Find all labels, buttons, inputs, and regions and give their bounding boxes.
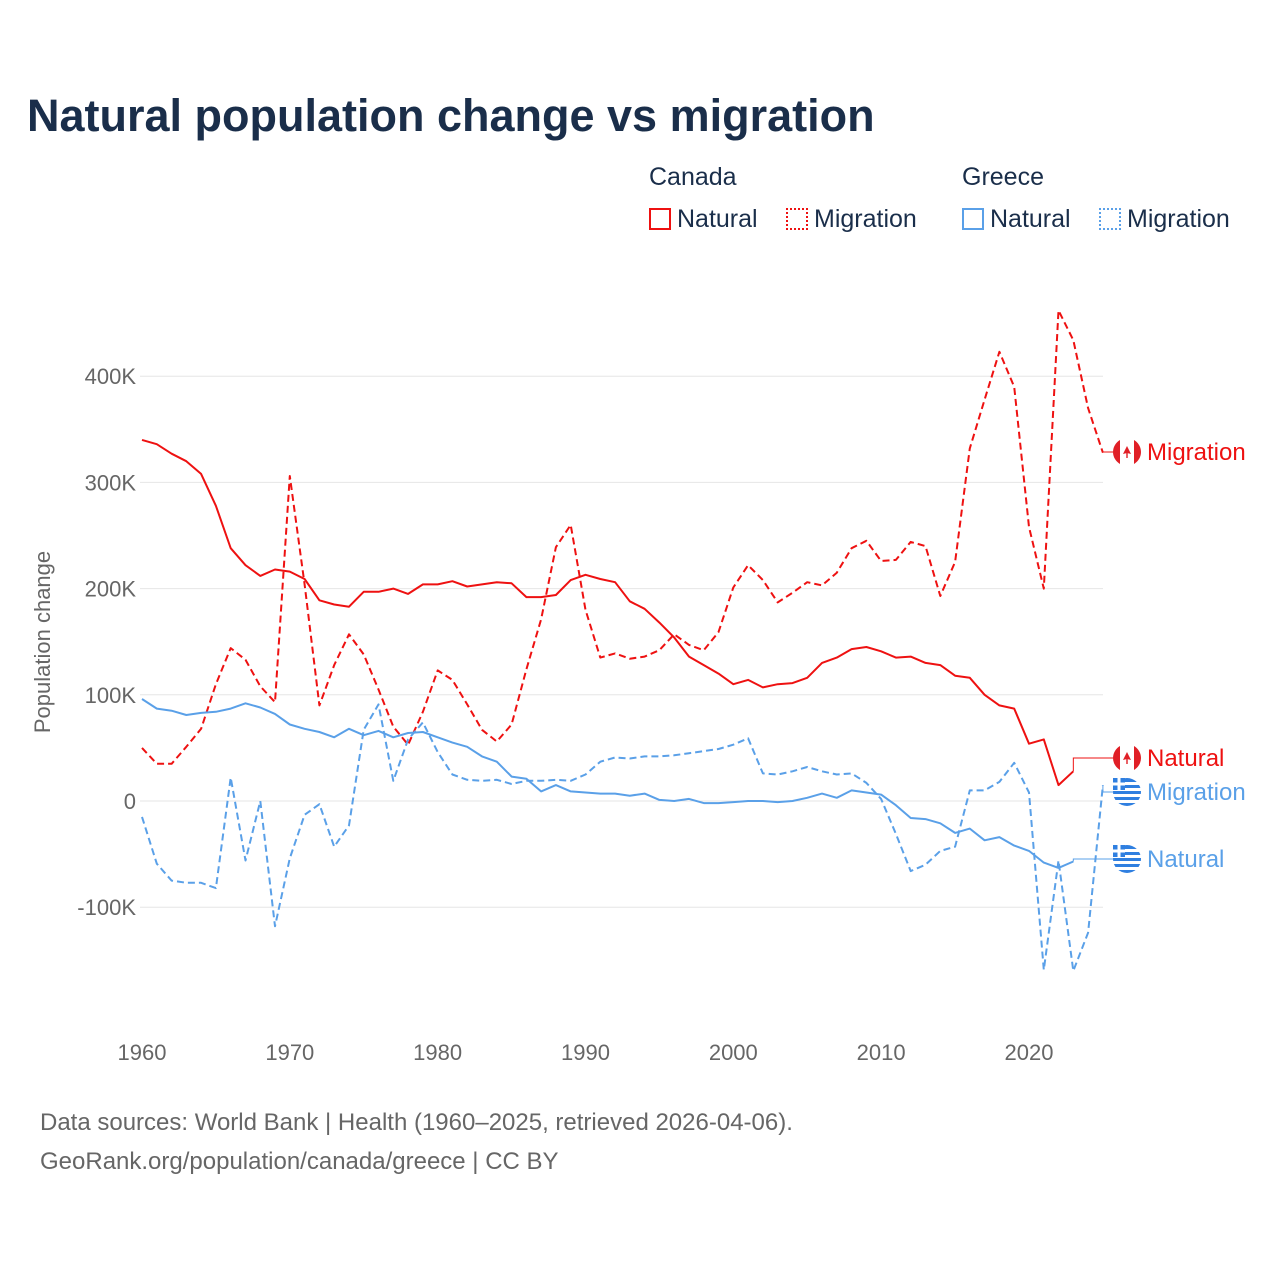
legend-greece-migration[interactable]: Migration (1099, 205, 1230, 234)
label-connector (1102, 785, 1113, 793)
end-label-greece-migration: Migration (1147, 779, 1246, 806)
greece-natural-line (141, 698, 1074, 869)
source-line: Data sources: World Bank | Health (1960–… (40, 1109, 793, 1136)
greece-flag-cross (1113, 849, 1125, 853)
greece-flag-stripe (1113, 861, 1141, 864)
canada-natural-line (141, 438, 1074, 787)
y-tick-label: -100K (77, 895, 136, 920)
x-tick-label: 2010 (857, 1040, 906, 1065)
end-label-canada-migration: Migration (1147, 439, 1246, 466)
source-url[interactable]: GeoRank.org/population/canada/greece | C… (40, 1148, 559, 1175)
label-connector (1102, 451, 1113, 453)
greece-flag-stripe (1113, 800, 1141, 803)
greece-migration-line (141, 703, 1104, 972)
greece-flag-stripe (1113, 867, 1141, 870)
greece-flag-stripe (1113, 794, 1141, 797)
maple-leaf-icon (1123, 446, 1131, 458)
solid-swatch-icon (962, 208, 984, 230)
x-tick-label: 1970 (265, 1040, 314, 1065)
legend-greece-natural[interactable]: Natural (962, 205, 1071, 234)
y-tick-label: 0 (124, 789, 136, 814)
y-tick-label: 100K (85, 683, 137, 708)
dotted-swatch-icon (786, 208, 808, 230)
greece-flag-stripe (1113, 788, 1141, 791)
greece-flag-stripe (1113, 782, 1141, 785)
x-tick-label: 1990 (561, 1040, 610, 1065)
x-tick-label: 1980 (413, 1040, 462, 1065)
legend-canada-migration[interactable]: Migration (786, 205, 917, 234)
legend-canada-natural[interactable]: Natural (649, 205, 758, 234)
legend-group-greece: Greece (962, 163, 1044, 191)
greece-flag-cross (1113, 782, 1125, 786)
canada-flag-bands (1113, 746, 1141, 770)
canada-migration-line (141, 309, 1104, 765)
y-tick-label: 400K (85, 364, 137, 389)
x-tick-label: 2020 (1005, 1040, 1054, 1065)
y-tick-label: 200K (85, 577, 137, 602)
maple-leaf-icon (1123, 752, 1131, 764)
x-tick-label: 1960 (118, 1040, 167, 1065)
greece-flag-stripe (1113, 855, 1141, 858)
legend-group-canada: Canada (649, 163, 737, 191)
end-label-greece-natural: Natural (1147, 846, 1224, 873)
chart-title: Natural population change vs migration (27, 90, 875, 141)
y-axis-label: Population change (30, 551, 55, 733)
greece-flag-stripe (1113, 849, 1141, 852)
canada-flag-bands (1113, 440, 1141, 464)
y-tick-label: 300K (85, 470, 137, 495)
label-connector (1072, 757, 1113, 772)
dotted-swatch-icon (1099, 208, 1121, 230)
x-tick-label: 2000 (709, 1040, 758, 1065)
end-label-canada-natural: Natural (1147, 745, 1224, 772)
label-connector (1072, 858, 1113, 862)
solid-swatch-icon (649, 208, 671, 230)
